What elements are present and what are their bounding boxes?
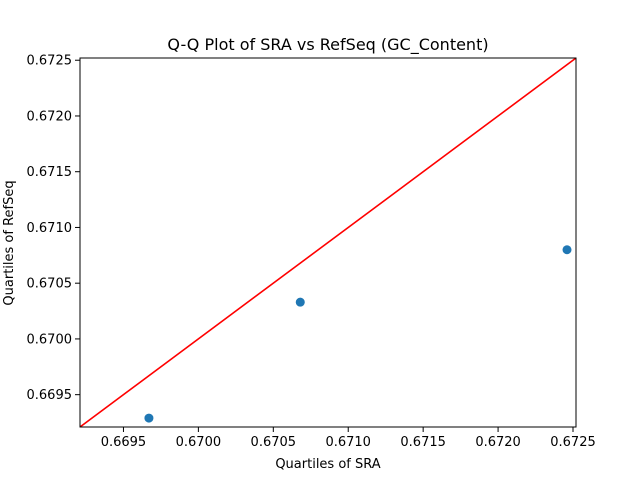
data-point	[562, 245, 572, 255]
y-tick-label: 0.6720	[27, 109, 73, 124]
reference-line	[80, 58, 576, 427]
y-tick-label: 0.6725	[27, 54, 73, 69]
data-point	[295, 297, 305, 307]
x-tick-label: 0.6710	[325, 435, 371, 450]
x-tick-label: 0.6715	[400, 435, 446, 450]
y-axis-label: Quartiles of RefSeq	[2, 180, 17, 305]
x-tick-label: 0.6695	[101, 435, 147, 450]
y-tick-label: 0.6705	[27, 277, 73, 292]
x-tick-label: 0.6720	[475, 435, 521, 450]
plot-area: 0.6695 0.6700 0.6705 0.6710 0.6715 0.6720 0.67…	[27, 54, 596, 450]
plot-frame	[79, 57, 577, 428]
x-tick-label: 0.6725	[550, 435, 596, 450]
data-point	[144, 413, 154, 423]
x-tick-label: 0.6700	[176, 435, 222, 450]
y-tick-label: 0.6700	[27, 332, 73, 347]
y-tick-label: 0.6715	[27, 165, 73, 180]
x-axis-label: Quartiles of SRA	[275, 457, 380, 472]
y-tick-label: 0.6710	[27, 221, 73, 236]
x-tick-label: 0.6705	[251, 435, 297, 450]
chart-title: Q-Q Plot of SRA vs RefSeq (GC_Content)	[167, 35, 488, 55]
y-tick-label: 0.6695	[27, 388, 73, 403]
